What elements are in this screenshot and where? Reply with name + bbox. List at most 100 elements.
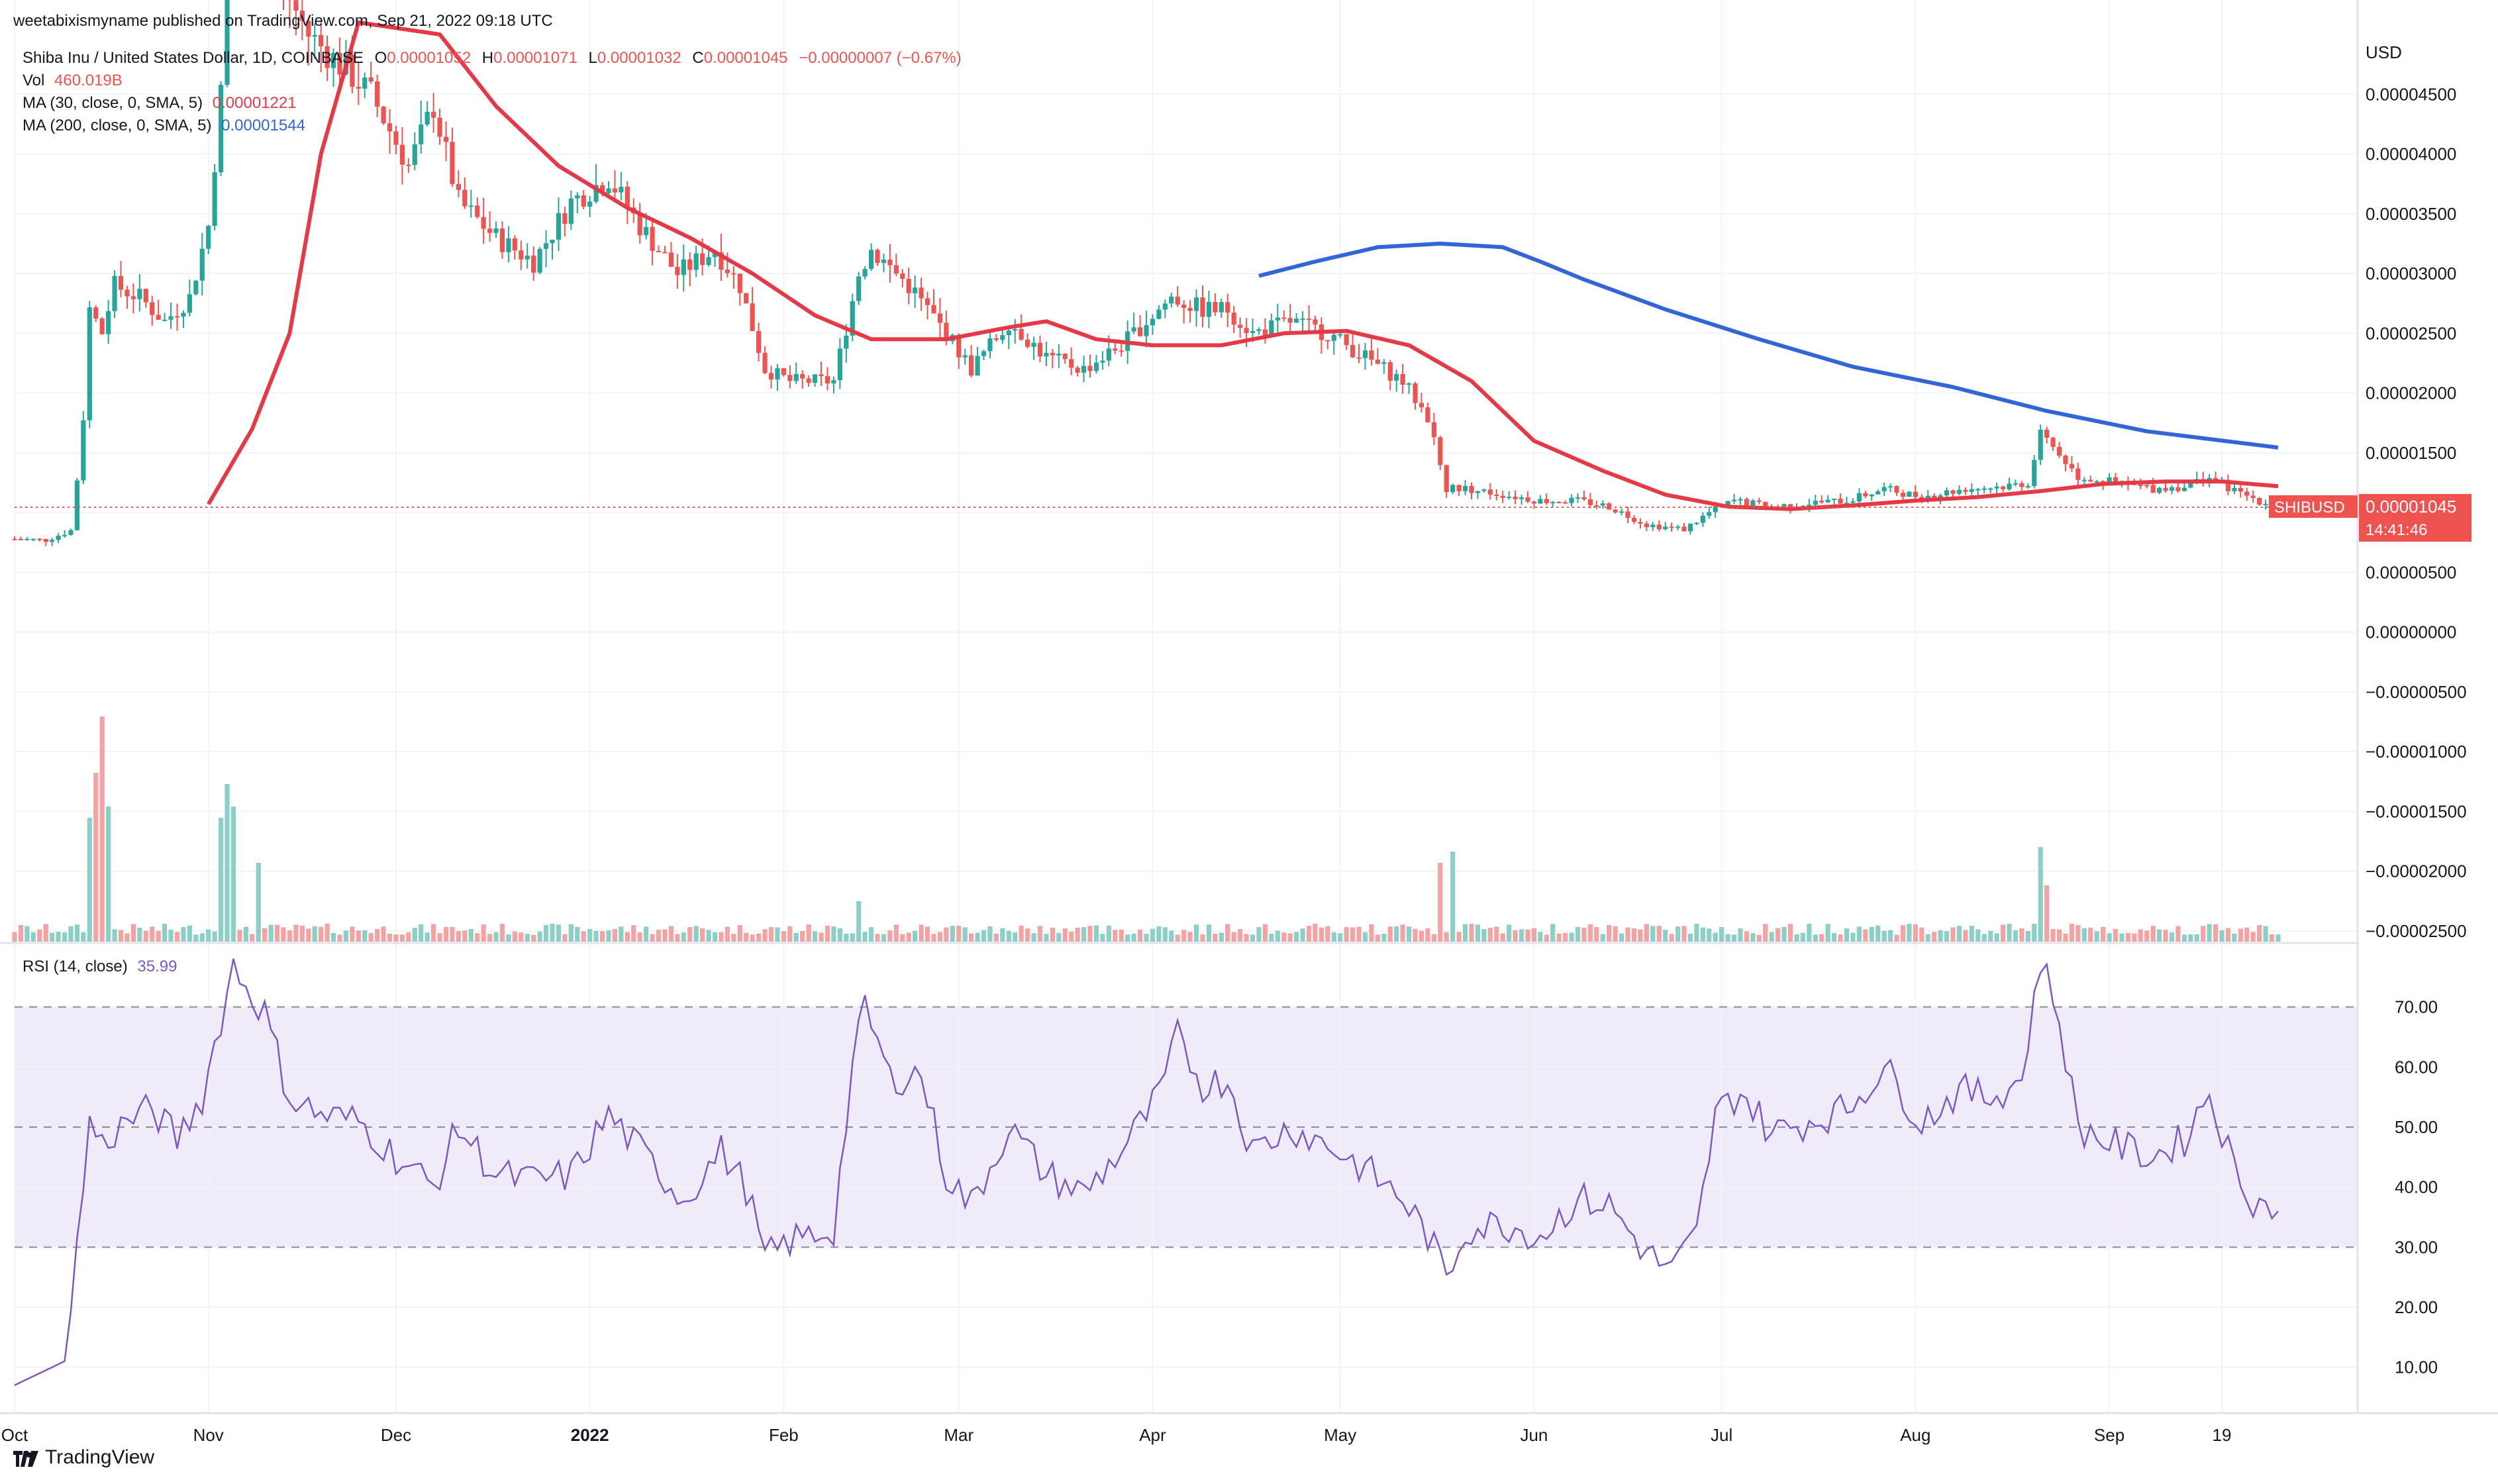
candle-body (313, 35, 317, 36)
volume-bar (1401, 924, 1405, 942)
candle-body (125, 290, 129, 297)
volume-bar (1632, 928, 1636, 942)
volume-bar (1232, 932, 1236, 942)
candle-body (919, 287, 923, 298)
candle-body (1232, 313, 1236, 324)
volume-bar (19, 925, 23, 942)
candle-body (675, 267, 679, 275)
volume-bar (769, 927, 774, 942)
legend-volume-row[interactable]: Vol 460.019B (23, 72, 123, 90)
volume-bar (1050, 928, 1055, 942)
volume-bar (1369, 924, 1374, 942)
candle-body (1670, 526, 1674, 528)
candle-body (144, 289, 148, 302)
candle-body (731, 273, 736, 275)
tradingview-logo[interactable]: TradingView (13, 1446, 154, 1469)
time-axis-label: Apr (1139, 1425, 1166, 1445)
volume-bar (1613, 926, 1618, 942)
legend-rsi-row[interactable]: RSI (14, close) 35.99 (23, 958, 177, 976)
candle-body (1481, 489, 1486, 491)
volume-bar (25, 926, 29, 942)
volume-bar (2275, 934, 2280, 942)
volume-bar (356, 930, 361, 942)
candle-body (1550, 502, 1555, 503)
candle-body (1175, 297, 1180, 305)
volume-bar (807, 924, 811, 942)
candle-body (1031, 343, 1036, 347)
candle-body (193, 281, 198, 294)
candle-body (938, 313, 942, 322)
volume-bar (1995, 933, 1999, 942)
volume-bar (619, 926, 623, 942)
candle-body (1995, 487, 1999, 489)
candle-body (694, 254, 699, 270)
volume-bar (293, 924, 298, 942)
volume-bar (1225, 924, 1230, 942)
candle-body (156, 315, 161, 320)
legend-symbol[interactable]: Shiba Inu / United States Dollar, 1D, CO… (23, 49, 364, 67)
candle-body (419, 124, 423, 144)
volume-bar (1801, 933, 1805, 942)
candle-body (1501, 496, 1505, 498)
volume-bar (519, 932, 523, 942)
candle-body (2019, 483, 2024, 487)
candle-body (119, 276, 123, 290)
candle-body (581, 195, 586, 207)
candle-body (887, 260, 892, 266)
candle-body (925, 298, 930, 305)
legend-ma30-row[interactable]: MA (30, close, 0, SMA, 5) 0.00001221 (23, 94, 297, 113)
volume-bar (1832, 933, 1836, 942)
candle-body (1225, 302, 1230, 313)
volume-bar (1263, 924, 1268, 942)
candle-body (1250, 331, 1255, 333)
volume-bar (1594, 927, 1599, 942)
candle-body (213, 172, 217, 226)
volume-bar (250, 934, 254, 942)
volume-bar (881, 934, 886, 942)
candle-body (2182, 487, 2187, 491)
volume-bar (75, 924, 79, 942)
candle-body (1675, 526, 1680, 528)
candle-body (813, 374, 817, 383)
candle-body (500, 228, 505, 252)
volume-bar (1300, 928, 1305, 942)
candle-body (387, 123, 392, 131)
price-axis-tick: 0.00000000 (2366, 622, 2456, 642)
volume-bar (2082, 928, 2087, 942)
price-axis-tick: −0.00001500 (2366, 801, 2467, 821)
candle-body (856, 277, 861, 301)
volume-bar (106, 807, 111, 942)
volume-bar (206, 929, 211, 942)
volume-bar (1970, 926, 1974, 942)
candle-body (1200, 297, 1205, 317)
candle-body (1650, 524, 1655, 527)
legend-o-value: 0.00001052 (387, 49, 471, 67)
candle-body (781, 368, 786, 375)
volume-bar (1701, 928, 1705, 942)
volume-bar (2182, 934, 2187, 942)
legend-ma200-row[interactable]: MA (200, close, 0, SMA, 5) 0.00001544 (23, 117, 305, 135)
volume-bar (706, 930, 711, 942)
time-axis-label: Jul (1711, 1425, 1732, 1445)
candle-body (1613, 509, 1618, 512)
volume-bar (844, 934, 848, 942)
rsi-axis-tick: 70.00 (2395, 997, 2438, 1017)
candle-body (569, 199, 574, 224)
candle-body (1050, 353, 1055, 356)
candle-body (1663, 526, 1668, 529)
volume-bar (2244, 928, 2249, 942)
candle-body (1113, 348, 1117, 350)
volume-bar (2251, 932, 2256, 942)
rsi-axis-tick: 30.00 (2395, 1237, 2438, 1257)
tradingview-logo-icon (13, 1450, 38, 1465)
volume-bar (1344, 927, 1349, 942)
candle-body (756, 331, 761, 353)
volume-bar (193, 934, 198, 942)
volume-bar (100, 717, 105, 942)
candle-body (1087, 366, 1092, 371)
candle-body (519, 250, 523, 260)
candle-body (487, 228, 492, 232)
candle-body (2057, 447, 2062, 456)
candle-body (375, 81, 379, 107)
